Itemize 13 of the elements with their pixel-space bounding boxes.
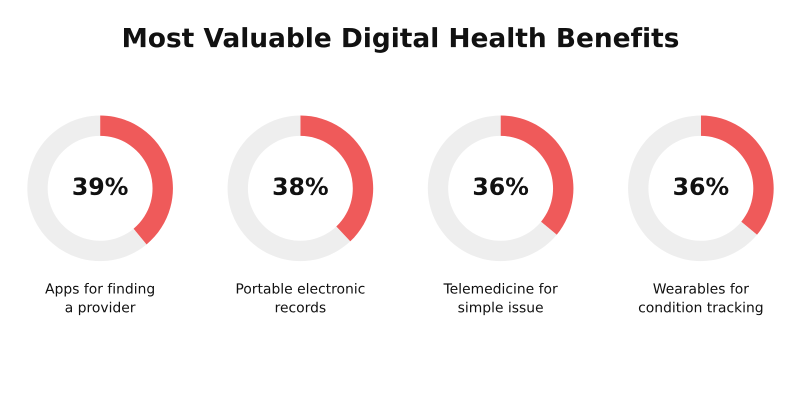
data-label: 38% — [274, 177, 328, 196]
text: Apps for finding a provider — [45, 283, 154, 316]
donut-slice — [628, 116, 757, 262]
text: Telemedicine for simple issue — [443, 283, 558, 316]
text: Most Valuable Digital Health Benefits — [124, 27, 678, 53]
donut-slice — [428, 116, 557, 262]
donut-slice — [27, 116, 147, 262]
data-label: 36% — [674, 177, 728, 196]
data-label: 36% — [474, 177, 528, 196]
data-label: 39% — [73, 177, 128, 196]
text: Portable electronic records — [236, 283, 364, 312]
donut-slice — [228, 116, 350, 262]
text: Wearables for condition tracking — [638, 283, 762, 316]
